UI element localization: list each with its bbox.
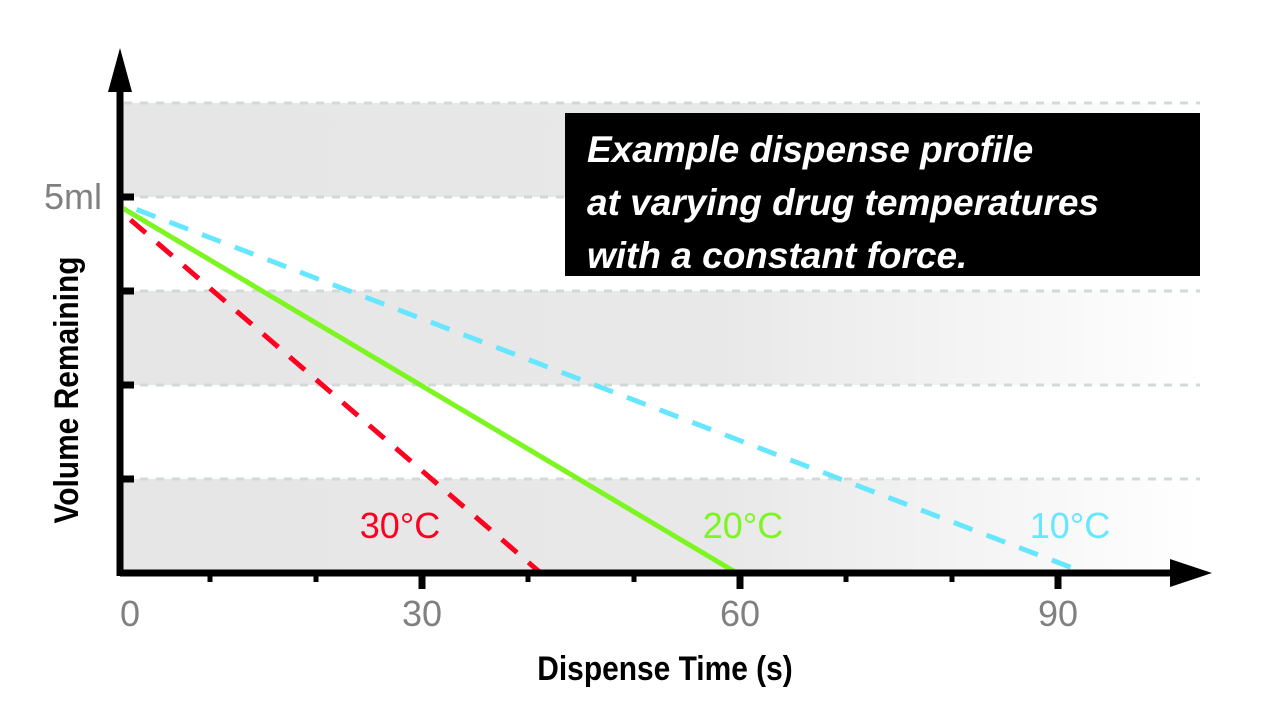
annotation-box: Example dispense profile at varying drug… — [565, 113, 1200, 276]
y-axis-title: Volume Remaining — [47, 256, 85, 523]
y-axis-arrow — [108, 48, 132, 92]
series-label: 10°C — [1030, 505, 1110, 546]
x-axis-title: Dispense Time (s) — [537, 649, 792, 687]
series-label: 20°C — [703, 505, 783, 546]
y-tick-label: 5ml — [44, 176, 102, 217]
x-tick-label: 60 — [720, 593, 760, 634]
annotation-line: with a constant force. — [587, 235, 968, 276]
series-line-30°C — [124, 210, 543, 574]
x-axis-arrow — [1170, 559, 1212, 587]
series-line-10°C — [124, 201, 1087, 574]
x-tick-label: 30 — [402, 593, 442, 634]
x-tick-label: 0 — [120, 593, 140, 634]
annotation-line: Example dispense profile — [587, 129, 1034, 170]
series-line-20°C — [124, 205, 739, 574]
x-tick-label: 90 — [1038, 593, 1078, 634]
series-label: 30°C — [360, 505, 440, 546]
annotation-line: at varying drug temperatures — [587, 182, 1099, 223]
